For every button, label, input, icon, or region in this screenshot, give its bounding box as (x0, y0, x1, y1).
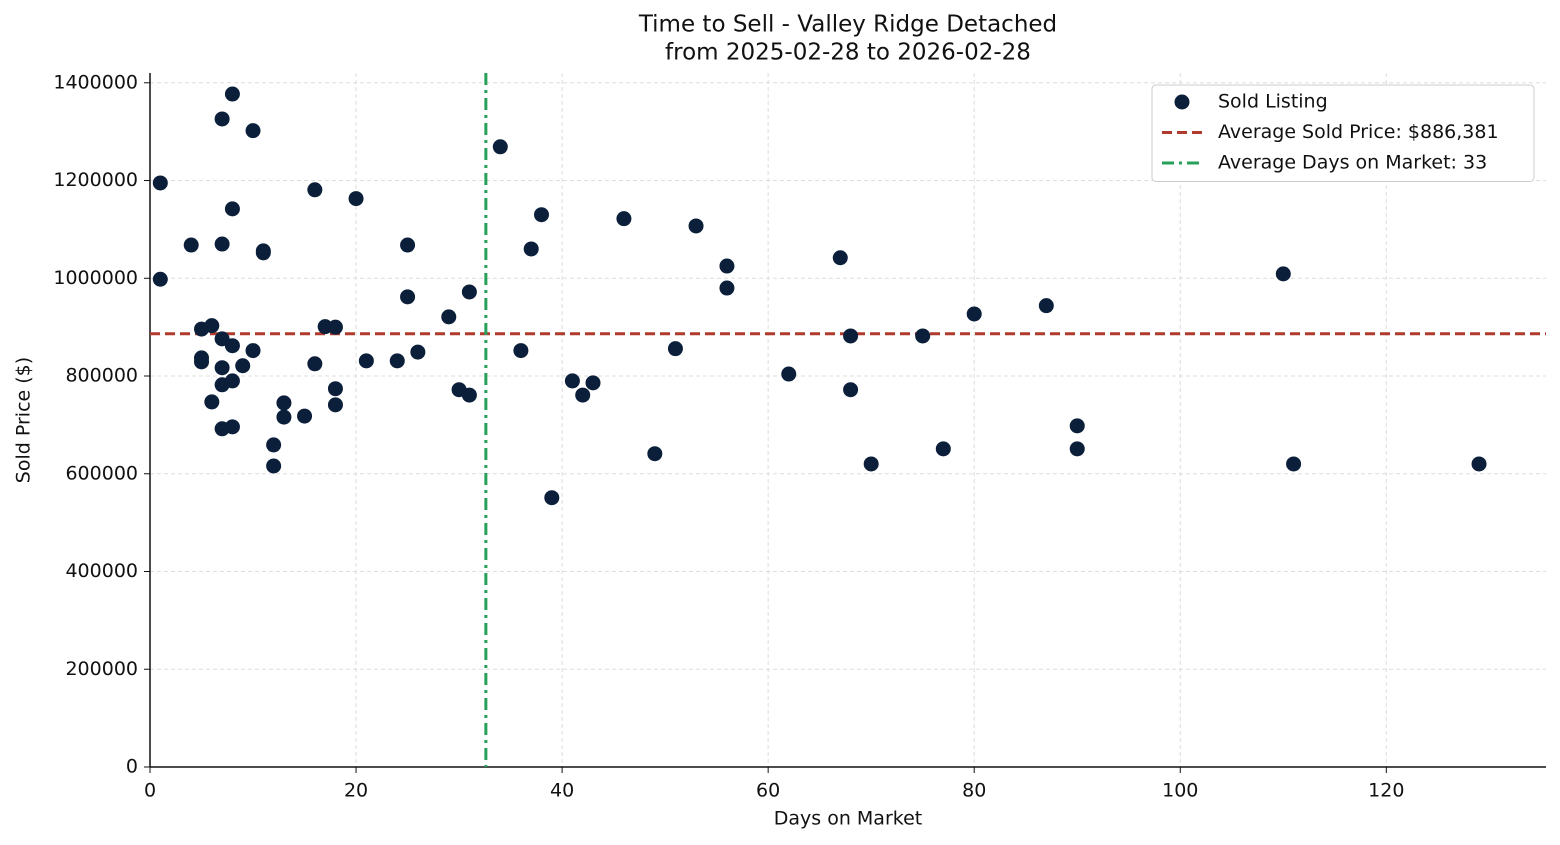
point (327, 381, 343, 397)
chart-subtitle: from 2025-02-28 to 2026-02-28 (665, 40, 1031, 66)
y-tick-label: 200000 (65, 658, 138, 680)
y-tick-label: 1000000 (53, 267, 138, 289)
point (441, 309, 457, 325)
point (533, 207, 549, 223)
point (1038, 298, 1054, 314)
point (1286, 456, 1302, 472)
point (513, 343, 529, 359)
point (224, 373, 240, 389)
point (1275, 266, 1291, 282)
point (255, 245, 271, 261)
point (410, 344, 426, 360)
point (235, 358, 251, 374)
legend-label: Sold Listing (1218, 91, 1328, 113)
point (915, 328, 931, 344)
x-tick-label: 60 (756, 780, 780, 802)
point (832, 250, 848, 266)
point (400, 289, 416, 305)
point (224, 86, 240, 102)
point (935, 441, 951, 457)
legend-marker (1174, 94, 1190, 110)
point (863, 456, 879, 472)
y-tick-label: 800000 (65, 365, 138, 387)
x-tick-label: 40 (550, 780, 574, 802)
point (575, 387, 591, 403)
point (214, 360, 230, 376)
x-tick-label: 20 (344, 780, 368, 802)
point (152, 271, 168, 287)
point (327, 397, 343, 413)
point (276, 409, 292, 425)
point (214, 111, 230, 127)
point (389, 353, 405, 369)
point (544, 490, 560, 506)
point (204, 394, 220, 410)
y-tick-label: 0 (126, 756, 138, 778)
point (461, 284, 477, 300)
legend-box (1151, 84, 1535, 182)
point (245, 343, 261, 359)
point (358, 353, 374, 369)
legend: Sold Listing Average Sold Price: $886,381… (1151, 84, 1535, 182)
x-tick-label: 100 (1162, 780, 1198, 802)
x-tick-label: 120 (1368, 780, 1404, 802)
y-axis-label: Sold Price ($) (13, 357, 35, 483)
point (492, 139, 508, 155)
y-tick-label: 1200000 (53, 169, 138, 191)
point (266, 458, 282, 474)
point (245, 123, 261, 139)
point (297, 408, 313, 424)
point (843, 382, 859, 398)
point (183, 237, 199, 253)
point (348, 191, 364, 207)
x-axis-label: Days on Market (774, 808, 922, 830)
point (266, 437, 282, 453)
x-tick-label: 80 (962, 780, 986, 802)
point (152, 175, 168, 191)
point (194, 354, 210, 370)
point (966, 306, 982, 322)
point (564, 373, 580, 389)
point (523, 241, 539, 257)
point (616, 211, 632, 227)
legend-label: Average Days on Market: 33 (1218, 152, 1487, 174)
point (647, 446, 663, 462)
point (204, 318, 220, 334)
point (224, 338, 240, 354)
point (719, 280, 735, 296)
point (276, 395, 292, 411)
point (1069, 441, 1085, 457)
point (585, 375, 601, 391)
point (688, 218, 704, 234)
point (224, 419, 240, 435)
point (1471, 456, 1487, 472)
point (667, 341, 683, 357)
y-tick-label: 1400000 (53, 71, 138, 93)
y-tick-label: 600000 (65, 462, 138, 484)
x-tick-label: 0 (144, 780, 156, 802)
point (224, 201, 240, 217)
point (400, 237, 416, 253)
point (843, 328, 859, 344)
point (461, 387, 477, 403)
point (327, 319, 343, 335)
point (719, 258, 735, 274)
point (1069, 418, 1085, 434)
y-tick-label: 400000 (65, 560, 138, 582)
legend-label: Average Sold Price: $886,381 (1218, 121, 1499, 143)
chart-title: Time to Sell - Valley Ridge Detached (638, 12, 1057, 38)
point (214, 236, 230, 252)
point (307, 356, 323, 372)
point (781, 366, 797, 382)
point (307, 182, 323, 198)
